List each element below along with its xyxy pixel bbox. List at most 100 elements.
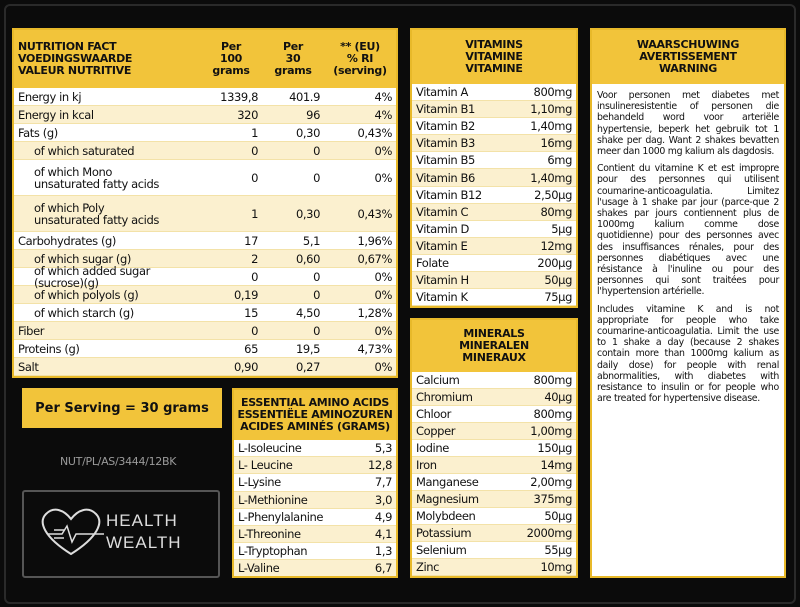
- list-row: Vitamin B5 6mg: [412, 152, 576, 170]
- table-row: Fats (g) 1 0,30 0,43%: [14, 124, 396, 142]
- item-value: 10mg: [540, 560, 572, 574]
- list-row: L-Methionine 3,0: [234, 491, 396, 509]
- row-value: 0: [251, 170, 258, 185]
- table-row: of which Poly unsaturated fatty acids 1 0,3…: [14, 196, 396, 232]
- item-name: Vitamin B12: [416, 187, 482, 202]
- row-value: 401.9: [289, 89, 320, 104]
- list-row: Potassium 2000mg: [412, 525, 576, 542]
- table-row: of which polyols (g) 0,19 0 0%: [14, 286, 396, 304]
- item-value: 6,7: [374, 561, 392, 576]
- row-value: 0,67%: [357, 251, 392, 266]
- table-row: Proteins (g) 65 19,5 4,73%: [14, 340, 396, 358]
- header-line: NUTRITION FACT: [18, 40, 117, 53]
- panel-title: ESSENTIAL AMINO ACIDS ESSENTIËLE AMINOZUR…: [234, 390, 396, 440]
- label-line: of which starch (g): [34, 305, 134, 320]
- row-value: 0,43%: [357, 206, 392, 221]
- row-value: 0: [251, 143, 258, 158]
- row-value: 1: [251, 125, 258, 140]
- row-value: 96: [306, 107, 320, 122]
- row-value: 1: [251, 206, 258, 221]
- list-row: Chromium 40μg: [412, 389, 576, 406]
- item-name: Copper: [416, 424, 456, 438]
- header-line: 100: [219, 52, 243, 65]
- item-name: Vitamin B5: [416, 153, 475, 168]
- amino-table: ESSENTIAL AMINO ACIDS ESSENTIËLE AMINOZUR…: [232, 388, 398, 578]
- label-line: unsaturated fatty acids: [34, 176, 159, 191]
- row-value: 0: [313, 269, 320, 284]
- item-name: Vitamin E: [416, 238, 468, 253]
- item-name: Folate: [416, 255, 449, 270]
- label-line: Carbohydrates (g): [18, 233, 117, 248]
- title-line: VITAMINE: [465, 62, 523, 75]
- row-label: Carbohydrates (g): [14, 235, 200, 247]
- logo-box: HEALTH WEALTH: [22, 490, 220, 578]
- list-row: L-Tryptophan 1,3: [234, 543, 396, 561]
- label-line: unsaturated fatty acids: [34, 212, 159, 227]
- label-line: of which Mono: [34, 164, 112, 179]
- row-value: 0%: [374, 287, 393, 302]
- logo-line: HEALTH: [106, 511, 178, 530]
- item-value: 1,00mg: [530, 424, 572, 438]
- list-row: Vitamin H 50μg: [412, 272, 576, 290]
- item-value: 150μg: [537, 441, 572, 455]
- item-name: Vitamin B2: [416, 119, 475, 134]
- list-row: L- Leucine 12,8: [234, 457, 396, 475]
- row-value: 2: [251, 251, 258, 266]
- row-label: of which sugar (g): [14, 253, 200, 265]
- table-row: of which saturated 0 0 0%: [14, 142, 396, 160]
- warning-paragraph: Contient du vitamine K et est impropre p…: [597, 163, 779, 298]
- item-name: Potassium: [416, 526, 472, 540]
- header-line: ** (EU): [340, 40, 380, 53]
- row-value: 1339,8: [220, 89, 258, 104]
- item-value: 75μg: [544, 290, 572, 305]
- item-name: L-Methionine: [238, 492, 308, 507]
- item-name: Vitamin B1: [416, 102, 475, 117]
- header-cell: Per 100 grams: [200, 41, 262, 77]
- row-value: 0,30: [295, 125, 320, 140]
- item-value: 14mg: [540, 458, 572, 472]
- item-value: 5,3: [374, 441, 392, 456]
- label-line: Fats (g): [18, 125, 58, 140]
- label-line: Proteins (g): [18, 341, 80, 356]
- list-row: Folate 200μg: [412, 255, 576, 273]
- serving-box: Per Serving = 30 grams: [22, 388, 222, 428]
- list-row: Iodine 150μg: [412, 440, 576, 457]
- item-name: Manganese: [416, 475, 479, 489]
- row-value: 1,96%: [357, 233, 392, 248]
- header-line: grams: [274, 64, 312, 77]
- item-value: 80mg: [540, 204, 572, 219]
- header-line: (serving): [333, 64, 387, 77]
- header-line: Per: [220, 40, 242, 53]
- list-row: Vitamin A 800mg: [412, 84, 576, 102]
- label-line: of which polyols (g): [34, 287, 139, 302]
- label-line: of which added sugar (sucrose)(g): [34, 263, 150, 290]
- list-row: Vitamin B1 1,10mg: [412, 101, 576, 119]
- list-row: Calcium 800mg: [412, 372, 576, 389]
- warning-paragraph: Includes vitamine K and is not appropria…: [597, 303, 779, 405]
- list-row: Vitamin B6 1,40mg: [412, 169, 576, 187]
- item-name: Calcium: [416, 373, 460, 387]
- title-line: MINERAUX: [462, 351, 526, 364]
- item-value: 4,9: [374, 509, 392, 524]
- item-value: 375mg: [533, 492, 573, 506]
- label-line: of which saturated: [34, 143, 135, 158]
- row-value: 0,19: [233, 287, 258, 302]
- list-row: L-Threonine 4,1: [234, 525, 396, 544]
- item-value: 55μg: [544, 543, 572, 557]
- list-row: Vitamin C 80mg: [412, 203, 576, 221]
- list-row: Manganese 2,00mg: [412, 474, 576, 491]
- title-line: WARNING: [658, 62, 718, 75]
- row-value: 0%: [374, 359, 393, 374]
- header-line: VALEUR NUTRITIVE: [18, 64, 132, 77]
- item-name: Vitamin B6: [416, 170, 475, 185]
- item-name: L-Phenylalanine: [238, 509, 324, 524]
- table-row: of which added sugar (sucrose)(g) 0 0 0%: [14, 263, 396, 290]
- item-value: 5μg: [551, 221, 572, 236]
- row-label: Salt: [14, 361, 200, 373]
- item-name: L-Isoleucine: [238, 441, 302, 456]
- row-label: Fiber: [14, 325, 200, 337]
- warning-title: WAARSCHUWING AVERTISSEMENT WARNING: [592, 30, 784, 84]
- list-row: Selenium 55μg: [412, 542, 576, 559]
- list-row: Magnesium 375mg: [412, 491, 576, 508]
